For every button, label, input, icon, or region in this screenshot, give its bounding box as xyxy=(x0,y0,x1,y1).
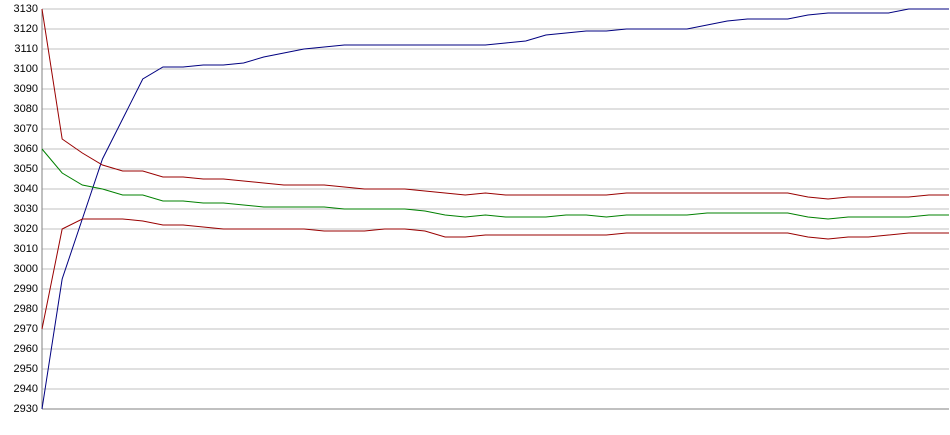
series-line xyxy=(41,8,949,410)
y-tick-label: 2960 xyxy=(14,343,38,355)
y-tick-label: 3070 xyxy=(14,123,38,135)
y-tick-label: 2950 xyxy=(14,363,38,375)
y-tick-label: 2940 xyxy=(14,383,38,395)
series-line xyxy=(41,8,949,200)
y-tick-label: 2980 xyxy=(14,303,38,315)
y-tick-label: 3090 xyxy=(14,83,38,95)
y-tick-label: 2930 xyxy=(14,403,38,415)
y-tick-label: 3050 xyxy=(14,163,38,175)
y-tick-label: 3000 xyxy=(14,263,38,275)
y-tick-label: 2970 xyxy=(14,323,38,335)
y-tick-label: 3080 xyxy=(14,103,38,115)
y-tick-label: 3060 xyxy=(14,143,38,155)
series-line xyxy=(41,218,949,330)
y-tick-label: 3130 xyxy=(14,3,38,15)
y-tick-label: 3120 xyxy=(14,23,38,35)
y-tick-label: 2990 xyxy=(14,283,38,295)
y-tick-label: 3020 xyxy=(14,223,38,235)
y-tick-label: 3040 xyxy=(14,183,38,195)
y-tick-label: 3100 xyxy=(14,63,38,75)
y-tick-label: 3030 xyxy=(14,203,38,215)
series-line xyxy=(41,148,949,220)
y-tick-label: 3010 xyxy=(14,243,38,255)
y-tick-label: 3110 xyxy=(14,43,38,55)
